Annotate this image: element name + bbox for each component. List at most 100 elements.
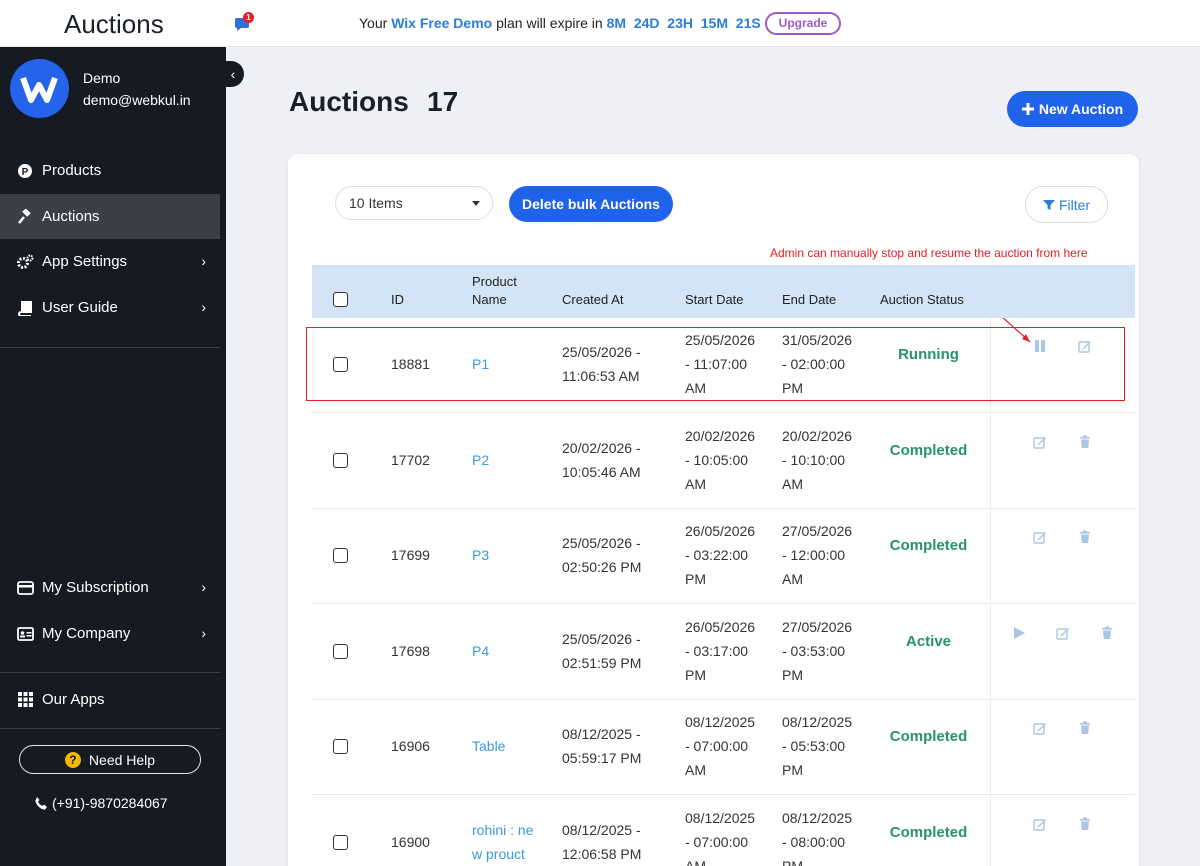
sidebar-divider (0, 672, 220, 673)
book-icon (16, 299, 34, 317)
filter-button[interactable]: Filter (1025, 186, 1108, 223)
need-help-button[interactable]: ? Need Help (19, 745, 201, 774)
play-icon (1014, 626, 1025, 639)
sidebar-item-products[interactable]: P Products (0, 148, 220, 193)
pause-icon[interactable] (1033, 339, 1047, 353)
product-link[interactable]: P3 (472, 547, 490, 563)
product-link[interactable]: P4 (472, 642, 490, 659)
row-checkbox[interactable] (333, 834, 348, 850)
auction-id: 17698 (391, 642, 430, 659)
sidebar-item-our-apps[interactable]: Our Apps (0, 677, 220, 722)
product-link[interactable]: P1 (472, 356, 490, 372)
trash-icon (1080, 721, 1090, 734)
collapse-sidebar-button[interactable]: ‹ (222, 61, 244, 87)
status-badge: Completed (889, 728, 968, 745)
svg-text:P: P (22, 167, 29, 178)
plus-icon (1021, 103, 1034, 115)
sidebar-item-app-settings[interactable]: App Settings › (0, 239, 220, 284)
column-header-start-date: Start Date (685, 292, 744, 307)
edit-icon[interactable] (1078, 339, 1092, 353)
column-header-auction-status: Auction Status (880, 292, 964, 307)
end-date: 31/05/2026- 02:00:00 PM (782, 332, 853, 396)
auction-id: 16906 (391, 738, 430, 754)
actions-cell (990, 413, 1135, 509)
edit-icon[interactable] (1033, 817, 1047, 831)
sidebar-item-my-company[interactable]: My Company › (0, 611, 220, 656)
play-icon[interactable] (1012, 626, 1026, 640)
start-date: 08/12/2025- 07:00:00 AM (685, 714, 756, 778)
chevron-right-icon: › (201, 579, 206, 595)
table-row (312, 700, 1135, 795)
products-icon: P (16, 162, 34, 180)
row-checkbox[interactable] (333, 739, 348, 754)
end-date: 27/05/2026- 12:00:00 AM (782, 523, 853, 587)
new-auction-button[interactable]: New Auction (1007, 91, 1138, 127)
end-date: 27/05/2026- 03:53:00 PM (782, 618, 853, 683)
select-all-checkbox[interactable] (333, 292, 348, 307)
start-date: 26/05/2026- 03:22:00 PM (685, 523, 756, 587)
chevron-right-icon: › (201, 253, 206, 269)
delete-bulk-auctions-button[interactable]: Delete bulk Auctions (509, 186, 673, 222)
sidebar-divider (0, 347, 220, 348)
created-at: 25/05/2026 -02:50:26 PM (562, 535, 642, 575)
trash-icon[interactable] (1078, 530, 1092, 544)
trash-icon[interactable] (1078, 817, 1092, 831)
row-checkbox[interactable] (333, 357, 348, 372)
row-checkbox[interactable] (333, 452, 348, 468)
question-icon: ? (64, 751, 81, 768)
plan-name: Wix Free Demo (391, 15, 493, 31)
created-at: 08/12/2025 -05:59:17 PM (562, 726, 642, 766)
actions-cell (990, 604, 1135, 700)
top-bar: Auctions 1 Your Wix Free Demo plan will … (0, 0, 1200, 47)
trash-icon[interactable] (1100, 626, 1114, 640)
product-link[interactable]: rohini : ne w prouct (472, 821, 534, 862)
sidebar-item-user-guide[interactable]: User Guide › (0, 285, 220, 330)
sidebar: Demo demo@webkul.in P Products Auctions … (0, 47, 226, 866)
actions-cell (990, 509, 1135, 604)
annotation-note: Admin can manually stop and resume the a… (770, 246, 1088, 260)
edit-icon (1033, 818, 1046, 831)
upgrade-button[interactable]: Upgrade (765, 12, 841, 35)
sidebar-item-auctions[interactable]: Auctions (0, 194, 220, 239)
table-header (312, 265, 1135, 318)
sidebar-item-label: My Subscription (42, 579, 149, 596)
auction-id: 16900 (391, 833, 430, 850)
table-row (312, 509, 1135, 604)
status-badge: Completed (889, 441, 968, 459)
start-date: 08/12/2025- 07:00:00 AM (685, 809, 756, 866)
edit-icon[interactable] (1033, 721, 1047, 735)
auction-id: 17699 (391, 547, 430, 563)
edit-icon[interactable] (1056, 626, 1070, 640)
table-row (312, 414, 1135, 509)
user-name: Demo (83, 70, 121, 86)
edit-icon[interactable] (1033, 435, 1047, 449)
table-row (312, 318, 1135, 413)
items-per-page-select[interactable]: 10 Items (335, 186, 493, 220)
product-link[interactable]: Table (472, 738, 506, 754)
status-badge: Completed (889, 537, 968, 554)
sidebar-item-label: App Settings (42, 253, 128, 270)
grid-icon (16, 691, 34, 709)
row-checkbox[interactable] (333, 548, 348, 563)
end-date: 08/12/2025- 05:53:00 PM (782, 714, 853, 778)
phone-icon (35, 797, 47, 810)
trash-icon (1080, 530, 1090, 543)
trial-banner: Your Wix Free Demo plan will expire in 8… (359, 15, 761, 31)
webkul-logo-icon (20, 76, 58, 103)
pause-icon (1035, 340, 1045, 352)
sidebar-item-my-subscription[interactable]: My Subscription › (0, 565, 220, 610)
annotation-highlight-box (306, 327, 1125, 401)
edit-icon[interactable] (1033, 530, 1047, 544)
trash-icon[interactable] (1078, 435, 1092, 449)
sidebar-item-label: User Guide (42, 299, 118, 316)
chevron-right-icon: › (201, 299, 206, 315)
sidebar-item-label: Products (42, 162, 102, 179)
edit-icon (1056, 627, 1069, 640)
product-link[interactable]: P2 (472, 451, 490, 468)
status-badge: Running (898, 346, 959, 363)
created-at: 25/05/2026 -11:06:53 AM (562, 344, 641, 384)
trash-icon[interactable] (1078, 721, 1092, 735)
auction-id: 18881 (391, 356, 430, 372)
row-checkbox[interactable] (333, 643, 348, 659)
user-email: demo@webkul.in (83, 92, 191, 108)
